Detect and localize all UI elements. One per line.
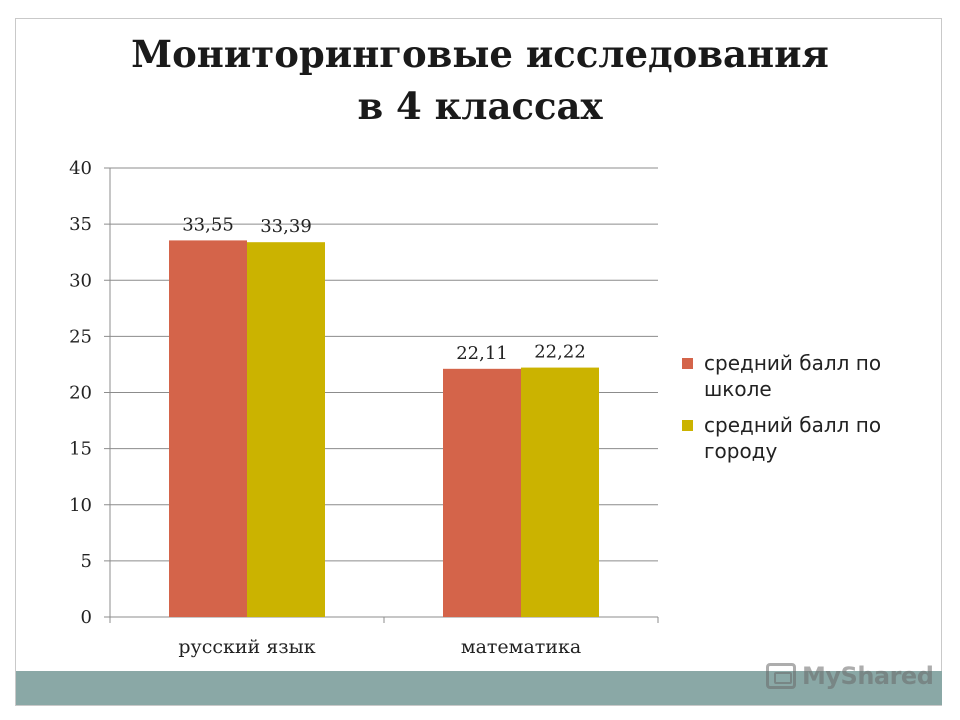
y-tick-label: 35 [69, 214, 92, 235]
legend-swatch-city [682, 420, 693, 431]
data-label: 33,39 [260, 216, 312, 237]
chart-legend: средний балл по школе средний балл по го… [682, 350, 922, 474]
data-label: 33,55 [182, 214, 234, 235]
y-tick-label: 0 [81, 607, 92, 628]
y-tick-label: 30 [69, 270, 92, 291]
data-label: 22,22 [534, 342, 586, 363]
x-category-label: русский язык [178, 636, 315, 658]
legend-item-city: средний балл по городу [682, 412, 922, 464]
watermark: MyShared [766, 658, 934, 694]
legend-label-city: средний балл по городу [704, 413, 882, 463]
y-tick-label: 10 [69, 495, 92, 516]
presentation-icon [766, 663, 796, 689]
legend-label-school: средний балл по школе [704, 351, 882, 401]
legend-swatch-school [682, 358, 693, 369]
y-tick-label: 40 [69, 158, 92, 179]
y-tick-label: 15 [69, 439, 92, 460]
legend-item-school: средний балл по школе [682, 350, 922, 402]
bar-city-0 [247, 242, 325, 617]
bar-city-1 [521, 367, 599, 617]
chart-title: Мониторинговые исследования в 4 классах [0, 28, 960, 132]
bar-school-0 [169, 240, 247, 617]
y-tick-label: 25 [69, 326, 92, 347]
y-tick-label: 5 [81, 551, 92, 572]
y-tick-label: 20 [69, 383, 92, 404]
bar-school-1 [443, 368, 521, 617]
chart-title-line-2: в 4 классах [357, 84, 603, 128]
chart-title-line-1: Мониторинговые исследования [131, 32, 829, 76]
x-category-label: математика [461, 636, 581, 658]
data-label: 22,11 [456, 343, 508, 364]
watermark-text: MyShared [802, 662, 934, 690]
